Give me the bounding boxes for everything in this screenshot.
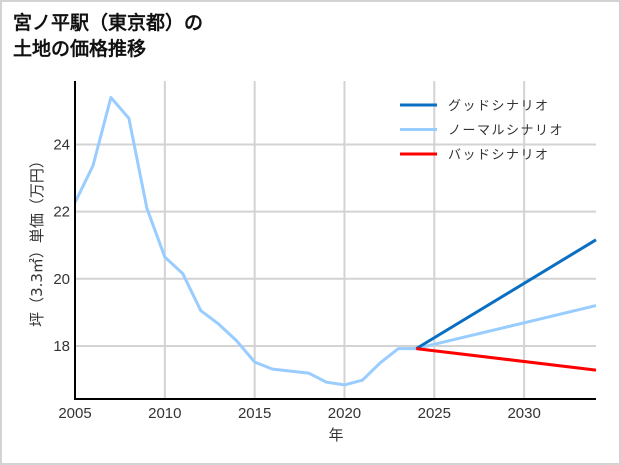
series-line — [416, 347, 597, 372]
legend-label: グッドシナリオ — [448, 99, 550, 114]
data-lines — [73, 96, 597, 387]
y-tick-label: 22 — [53, 204, 70, 221]
x-tick-label: 2015 — [238, 405, 271, 422]
x-axis-label: 年 — [328, 426, 343, 444]
y-tick-labels: 18 20 22 24 — [53, 136, 70, 354]
legend-label: ノーマルシナリオ — [448, 124, 564, 139]
series-line — [73, 96, 597, 387]
series-line — [415, 238, 597, 350]
chart-title-line1: 宮ノ平駅（東京都）の — [13, 12, 204, 34]
x-tick-label: 2005 — [58, 405, 91, 422]
x-tick-label: 2030 — [507, 405, 540, 422]
y-tick-label: 20 — [53, 271, 70, 288]
y-axis-label: 坪（3.3㎡）単価（万円） — [28, 153, 46, 327]
legend-label: バッドシナリオ — [448, 148, 550, 163]
chart-title: 宮ノ平駅（東京都）の 土地の価格推移 — [13, 10, 203, 62]
x-tick-label: 2020 — [328, 405, 361, 422]
x-tick-labels: 2005 2010 2015 2020 2025 2030 — [58, 405, 541, 422]
axes — [74, 81, 596, 400]
x-tick-label: 2025 — [418, 405, 451, 422]
y-tick-label: 18 — [53, 338, 70, 355]
y-tick-label: 24 — [53, 136, 70, 153]
gridlines — [75, 81, 596, 399]
chart-title-line2: 土地の価格推移 — [13, 38, 147, 60]
x-tick-label: 2010 — [148, 405, 181, 422]
